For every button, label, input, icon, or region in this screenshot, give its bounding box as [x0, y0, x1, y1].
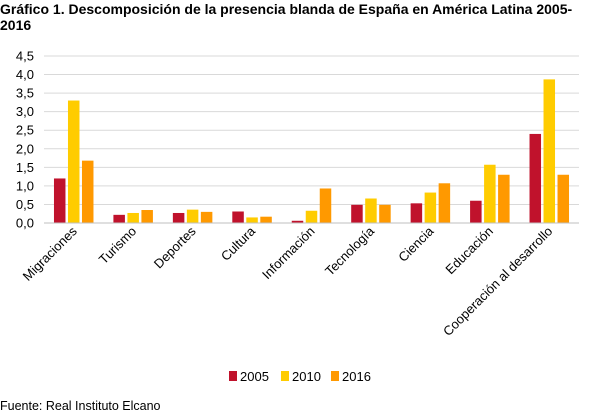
- bar-2005-6: [351, 204, 363, 223]
- category-label: Migraciones: [20, 223, 81, 284]
- legend-swatch-2005: [229, 371, 237, 381]
- bar-2010-4: [246, 217, 258, 223]
- y-tick-label: 0,5: [16, 197, 34, 212]
- y-tick-label: 3,0: [16, 104, 34, 119]
- bar-2016-4: [260, 216, 272, 223]
- category-label: Cooperación al desarrollo: [440, 224, 555, 339]
- y-tick-label: 2,5: [16, 123, 34, 138]
- category-labels: Migraciones Turismo Deportes Cultura Informa…: [20, 223, 556, 339]
- y-tick-label: 3,5: [16, 86, 34, 101]
- chart-title: Gráfico 1. Descomposición de la presenci…: [0, 1, 573, 33]
- bar-2005-3: [172, 212, 185, 223]
- y-tick-label: 4,0: [16, 67, 34, 82]
- bar-2016-2: [141, 210, 153, 223]
- legend-swatch-2016: [331, 371, 339, 381]
- category-label: Educación: [442, 224, 496, 278]
- bar-2016-3: [200, 211, 213, 223]
- y-axis-ticks: 0,0 0,5 1,0 1,5 2,0 2,5 3,0 3,5 4,0 4,5: [16, 49, 34, 231]
- category-label: Tecnología: [322, 223, 378, 279]
- legend-label-2005: 2005: [240, 369, 269, 384]
- bar-2010-1: [67, 100, 80, 223]
- bar-2005-1: [53, 178, 66, 223]
- bar-2010-9: [543, 79, 556, 223]
- bar-2010-3: [186, 209, 199, 223]
- category-label: Cultura: [218, 223, 259, 264]
- bar-2005-8: [470, 200, 482, 223]
- bar-2010-7: [424, 192, 437, 223]
- legend-swatch-2010: [281, 371, 289, 381]
- bar-2016-7: [438, 183, 451, 223]
- y-tick-label: 2,0: [16, 141, 34, 156]
- bar-2016-8: [498, 174, 510, 223]
- bar-2016-5: [319, 188, 332, 223]
- bar-2005-5: [291, 220, 304, 223]
- y-tick-label: 4,5: [16, 49, 34, 64]
- source-note: Fuente: Real Instituto Elcano: [0, 399, 161, 413]
- bar-2016-9: [557, 174, 570, 223]
- y-tick-label: 0,0: [16, 216, 34, 231]
- y-tick-label: 1,0: [16, 178, 34, 193]
- category-label: Información: [259, 224, 318, 283]
- bar-2005-2: [113, 214, 125, 223]
- bars: [53, 79, 570, 223]
- bar-2010-5: [305, 210, 318, 223]
- bar-2005-7: [410, 203, 423, 223]
- legend: 2005 2010 2016: [229, 369, 371, 384]
- bar-2016-6: [379, 204, 391, 223]
- legend-label-2016: 2016: [342, 369, 371, 384]
- bar-2005-4: [232, 211, 244, 223]
- category-label: Turismo: [96, 224, 139, 267]
- bar-2016-1: [81, 160, 94, 223]
- bar-2010-8: [484, 164, 496, 223]
- category-label: Deportes: [151, 223, 199, 271]
- y-tick-label: 1,5: [16, 160, 34, 175]
- category-label: Ciencia: [395, 223, 437, 265]
- bar-2005-9: [529, 133, 542, 223]
- bar-2010-2: [127, 212, 139, 223]
- legend-label-2010: 2010: [292, 369, 321, 384]
- bar-2010-6: [365, 198, 377, 223]
